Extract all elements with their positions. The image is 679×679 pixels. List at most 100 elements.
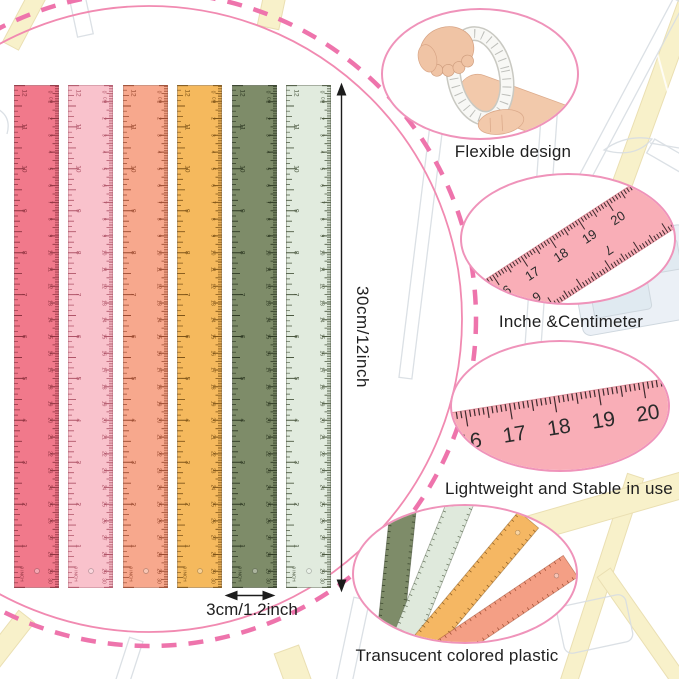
svg-text:23: 23 [319, 468, 325, 474]
svg-text:17: 17 [47, 367, 53, 373]
width-label: 3cm/1.2inch [206, 600, 298, 619]
svg-text:28: 28 [47, 552, 53, 558]
svg-text:13: 13 [101, 300, 107, 306]
svg-text:7: 7 [47, 201, 53, 204]
svg-text:5: 5 [293, 377, 300, 381]
svg-text:2: 2 [184, 502, 191, 506]
svg-text:4: 4 [293, 419, 300, 423]
svg-text:6: 6 [75, 335, 82, 339]
svg-text:9: 9 [75, 209, 82, 213]
svg-text:11: 11 [21, 124, 28, 131]
svg-text:6: 6 [184, 335, 191, 339]
svg-text:19: 19 [47, 401, 53, 407]
svg-text:10: 10 [184, 165, 191, 173]
svg-text:8: 8 [101, 218, 107, 221]
svg-text:3: 3 [129, 460, 136, 464]
svg-text:29: 29 [319, 568, 325, 574]
svg-text:4: 4 [264, 151, 270, 154]
svg-text:22: 22 [155, 451, 161, 457]
svg-text:8: 8 [75, 251, 82, 255]
svg-text:25: 25 [101, 501, 107, 507]
svg-text:6: 6 [264, 184, 270, 187]
svg-text:14: 14 [264, 317, 270, 323]
svg-text:3: 3 [293, 460, 300, 464]
ruler-hang-hole [88, 568, 95, 574]
svg-text:30: 30 [47, 578, 53, 584]
svg-text:0 INCH: 0 INCH [183, 566, 188, 581]
svg-text:12: 12 [319, 283, 325, 289]
svg-text:8: 8 [238, 251, 245, 255]
svg-text:0: 0 [264, 91, 270, 94]
svg-text:18: 18 [319, 384, 325, 390]
svg-text:7: 7 [101, 201, 107, 204]
svg-text:29: 29 [101, 568, 107, 574]
svg-text:21: 21 [155, 434, 161, 440]
svg-text:18: 18 [101, 384, 107, 390]
solid-frame-circle [0, 5, 463, 633]
svg-text:26: 26 [155, 518, 161, 524]
svg-text:11: 11 [210, 267, 216, 272]
svg-text:16: 16 [264, 350, 270, 356]
svg-text:11: 11 [155, 267, 161, 272]
svg-text:5: 5 [155, 167, 161, 170]
svg-text:6: 6 [47, 184, 53, 187]
svg-text:24: 24 [47, 485, 53, 491]
brush-handle-doodle-icon [0, 609, 36, 679]
svg-text:22: 22 [210, 451, 216, 457]
svg-text:25: 25 [319, 501, 325, 507]
svg-text:10: 10 [129, 165, 136, 173]
svg-text:25: 25 [264, 501, 270, 507]
svg-text:22: 22 [319, 451, 325, 457]
svg-text:5: 5 [238, 377, 245, 381]
svg-text:1: 1 [319, 100, 325, 103]
svg-text:5: 5 [47, 167, 53, 170]
svg-text:6: 6 [101, 184, 107, 187]
svg-text:2: 2 [210, 117, 216, 120]
svg-text:10: 10 [319, 250, 325, 256]
svg-text:27: 27 [101, 535, 107, 541]
svg-text:14: 14 [101, 317, 107, 323]
svg-text:7: 7 [155, 201, 161, 204]
svg-text:0 INCH: 0 INCH [74, 566, 79, 581]
svg-text:7: 7 [184, 293, 191, 297]
svg-text:20: 20 [319, 418, 325, 424]
svg-text:CM: CM [212, 97, 217, 104]
svg-text:15: 15 [210, 334, 216, 340]
svg-text:20: 20 [635, 400, 662, 426]
svg-text:10: 10 [47, 250, 53, 256]
svg-text:11: 11 [293, 124, 300, 131]
svg-text:15: 15 [319, 334, 325, 340]
svg-text:21: 21 [47, 434, 53, 440]
svg-text:12: 12 [238, 89, 245, 97]
svg-text:9: 9 [101, 235, 107, 238]
svg-text:23: 23 [101, 468, 107, 474]
svg-text:18: 18 [551, 245, 571, 265]
svg-text:12: 12 [155, 283, 161, 289]
brush-tip-doodle-icon [602, 137, 654, 154]
svg-text:0: 0 [101, 91, 107, 94]
svg-text:2: 2 [21, 502, 28, 506]
svg-text:4: 4 [101, 151, 107, 154]
svg-text:10: 10 [238, 165, 245, 173]
svg-text:2: 2 [75, 502, 82, 506]
svg-text:8: 8 [155, 218, 161, 221]
svg-text:28: 28 [155, 552, 161, 558]
svg-text:21: 21 [210, 434, 216, 440]
svg-text:1: 1 [210, 100, 216, 103]
svg-text:5: 5 [21, 377, 28, 381]
svg-text:3: 3 [184, 460, 191, 464]
eraser-doodle-icon [645, 138, 679, 174]
svg-text:13: 13 [47, 300, 53, 306]
svg-text:30: 30 [319, 578, 325, 584]
svg-text:7: 7 [238, 293, 245, 297]
svg-text:12: 12 [184, 89, 191, 97]
svg-text:30: 30 [210, 578, 216, 584]
length-label: 30cm/12inch [353, 286, 372, 388]
svg-text:26: 26 [264, 518, 270, 524]
svg-text:17: 17 [210, 367, 216, 373]
